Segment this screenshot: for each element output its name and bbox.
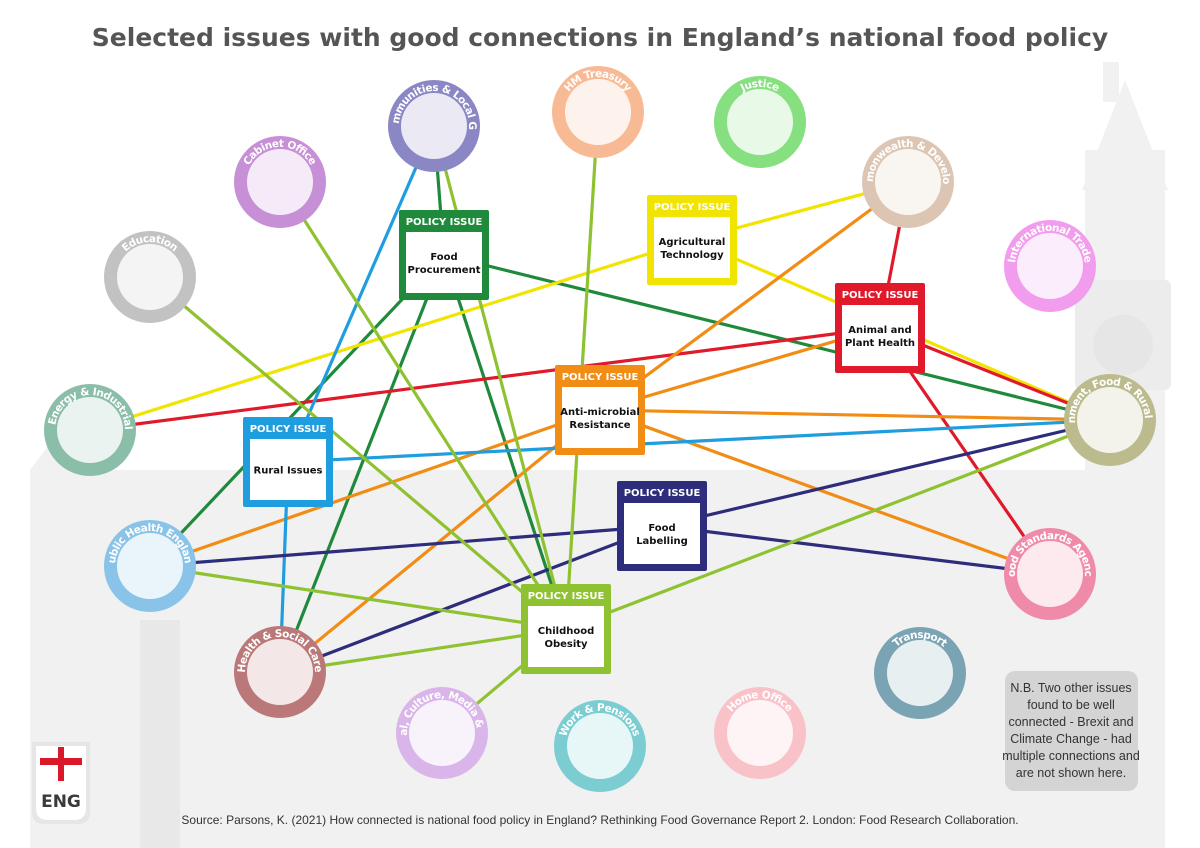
policy-issue-heading: POLICY ISSUE bbox=[250, 424, 327, 435]
policy-issue-label: Animal and Plant Health bbox=[845, 325, 915, 349]
department-treasury: HM Treasury bbox=[552, 66, 644, 158]
policy-issue-labelling: POLICY ISSUE Food Labelling bbox=[617, 481, 707, 571]
policy-issue-heading: POLICY ISSUE bbox=[528, 591, 605, 602]
connection-line-labelling-defra bbox=[660, 418, 1112, 528]
department-beis: Business, Energy & Industrial Strategy bbox=[0, 0, 136, 476]
policy-issue-agritech: POLICY ISSUE Agricultural Technology bbox=[647, 195, 737, 285]
policy-issue-label: Anti-microbial Resistance bbox=[560, 407, 640, 431]
department-dwp: Work & Pensions bbox=[554, 700, 646, 792]
department-label: Environment, Food & Rural Affairs bbox=[0, 0, 1154, 423]
connection-line-amr-animal_link bbox=[598, 326, 882, 412]
policy-issue-heading: POLICY ISSUE bbox=[654, 202, 731, 213]
connection-line-amr-phe bbox=[148, 408, 602, 568]
department-justice: Justice bbox=[714, 76, 806, 168]
st-george-cross-icon bbox=[40, 747, 82, 781]
department-health: Health & Social Care bbox=[234, 626, 326, 718]
policy-issue-boxes: POLICY ISSUE Food Procurement POLICY ISSUE A… bbox=[243, 195, 925, 674]
policy-issue-amr: POLICY ISSUE Anti-microbial Resistance bbox=[555, 365, 645, 455]
policy-issue-label: Food Procurement bbox=[408, 252, 481, 276]
connection-line-obesity-housing bbox=[432, 124, 568, 631]
connection-line-agritech-beis bbox=[88, 238, 694, 432]
badge-label: ENG bbox=[41, 792, 81, 812]
policy-issue-label: Childhood Obesity bbox=[538, 626, 595, 650]
note-box: N.B. Two other issues found to be well con… bbox=[1002, 671, 1140, 791]
policy-issue-label: Rural Issues bbox=[254, 466, 323, 477]
policy-issue-heading: POLICY ISSUE bbox=[406, 217, 483, 228]
connection-line-amr-defra bbox=[598, 408, 1112, 422]
department-label: Transport bbox=[891, 629, 950, 650]
department-transport: Transport bbox=[874, 627, 966, 719]
connection-line-obesity-health bbox=[278, 627, 568, 674]
policy-issue-label: Agricultural Technology bbox=[659, 237, 726, 261]
connection-lines bbox=[88, 110, 1112, 735]
connection-line-obesity-phe bbox=[148, 564, 568, 631]
policy-issue-heading: POLICY ISSUE bbox=[624, 488, 701, 499]
connection-line-labelling-fsa bbox=[660, 524, 1052, 576]
department-home: Home Office bbox=[714, 687, 806, 779]
policy-issue-heading: POLICY ISSUE bbox=[842, 290, 919, 301]
connection-line-animal-beis bbox=[88, 326, 882, 432]
department-label: Business, Energy & Industrial Strategy bbox=[0, 0, 134, 430]
policy-issue-animal: POLICY ISSUE Animal and Plant Health bbox=[835, 283, 925, 373]
policy-issue-obesity: POLICY ISSUE Childhood Obesity bbox=[521, 584, 611, 674]
connection-line-labelling-health bbox=[278, 524, 664, 674]
connection-line-obesity-education bbox=[148, 275, 568, 631]
policy-issue-heading: POLICY ISSUE bbox=[562, 372, 639, 383]
department-education: Education bbox=[104, 231, 196, 323]
diagram-title: Selected issues with good connections in… bbox=[92, 23, 1108, 52]
policy-issue-procurement: POLICY ISSUE Food Procurement bbox=[399, 210, 489, 300]
note-text: N.B. Two other issues found to be well con… bbox=[1002, 681, 1140, 780]
connection-line-rural-housing bbox=[286, 124, 436, 464]
policy-issue-rural: POLICY ISSUE Rural Issues bbox=[243, 417, 333, 507]
department-label: Justice bbox=[738, 78, 782, 95]
connection-line-amr-fcdo bbox=[598, 180, 910, 412]
policy-issue-label: Food Labelling bbox=[636, 523, 688, 547]
connection-line-amr-health bbox=[278, 408, 602, 674]
source-citation: Source: Parsons, K. (2021) How connected… bbox=[181, 813, 1018, 827]
connection-line-procurement-phe bbox=[148, 253, 446, 568]
eng-badge: ENG bbox=[32, 742, 90, 824]
connection-line-labelling-phe bbox=[148, 524, 664, 568]
connection-line-obesity-cabinet bbox=[278, 180, 568, 631]
connection-line-procurement-health bbox=[278, 253, 446, 674]
department-trade: International Trade bbox=[1004, 220, 1096, 312]
connection-line-amr-fsa bbox=[598, 408, 1052, 576]
department-cabinet: Cabinet Office bbox=[234, 136, 326, 228]
connection-line-rural-defra bbox=[286, 418, 1112, 464]
connection-line-obesity-defra bbox=[564, 418, 1112, 631]
